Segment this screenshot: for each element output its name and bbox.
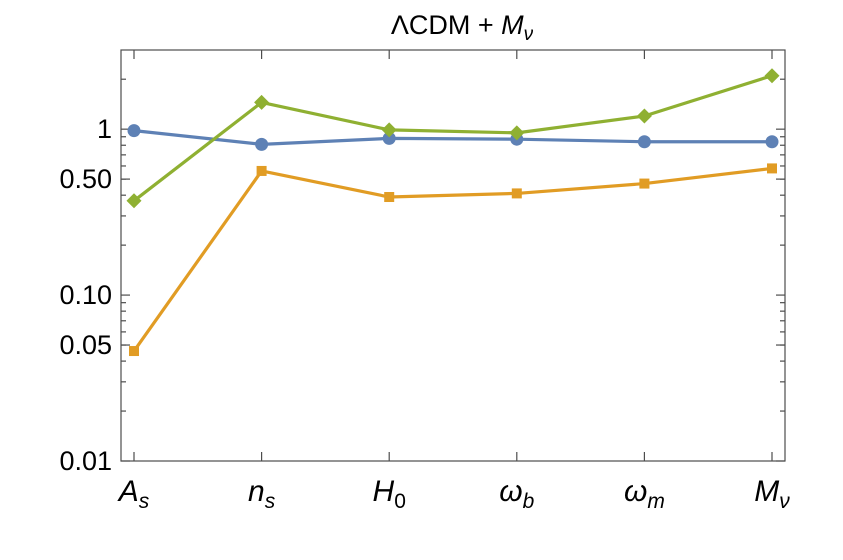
data-point: [126, 193, 142, 209]
x-tick-label-base: A: [117, 475, 139, 508]
data-point: [381, 122, 397, 138]
plot-frame: [120, 49, 786, 462]
data-point: [127, 124, 141, 138]
series-line: [132, 166, 773, 352]
data-point: [511, 188, 522, 199]
series-line: [133, 74, 773, 203]
x-tick-label-base: ω: [499, 475, 522, 508]
data-point: [767, 163, 777, 174]
y-tick-label: 0.10: [59, 280, 112, 310]
x-tick-label-sub: b: [523, 490, 535, 513]
data-point: [129, 346, 139, 357]
data-point: [765, 135, 779, 149]
x-tick-label: ns: [248, 475, 276, 513]
x-tick-label: H0: [373, 475, 406, 513]
y-tick-label: 0.01: [59, 446, 112, 476]
series-green-diamonds: [126, 68, 780, 209]
y-tick-label: 1: [97, 114, 112, 144]
x-tick-label: Mν: [754, 475, 790, 513]
chart-title-var: M: [501, 10, 524, 40]
x-tick-label-sub: m: [647, 490, 665, 513]
data-point: [254, 94, 270, 110]
series-orange-squares: [129, 163, 777, 357]
x-tick-label-base: H: [373, 475, 395, 508]
y-tick-label: 0.50: [59, 164, 112, 194]
data-point: [256, 165, 267, 176]
x-tick-label-sub: ν: [779, 490, 790, 513]
data-point: [764, 68, 780, 84]
data-point: [509, 125, 525, 141]
x-tick-label-base: ω: [624, 475, 647, 508]
x-tick-label-sub: s: [265, 490, 276, 513]
data-point: [255, 137, 269, 151]
x-tick-label-sub: 0: [394, 490, 406, 513]
chart-title: ΛCDM + Mν: [391, 10, 534, 45]
x-tick-label-base: n: [248, 475, 265, 508]
chart-title-sub: ν: [524, 24, 534, 45]
data-point: [637, 135, 651, 149]
x-tick-label-base: M: [754, 475, 779, 508]
y-axis: 0.01 0.05 0.10 0.50 1: [59, 78, 785, 476]
x-tick-label-sub: s: [139, 490, 150, 513]
data-point: [384, 192, 395, 203]
series-line: [133, 129, 772, 146]
chart-title-main: ΛCDM +: [391, 10, 501, 40]
x-tick-label: As: [117, 475, 150, 513]
data-point: [636, 108, 652, 124]
x-axis: As ns H0 ωb ωm Mν: [117, 50, 790, 513]
series-blue-circles: [127, 124, 779, 151]
series-layer: [126, 68, 780, 357]
data-point: [639, 178, 650, 189]
x-tick-label: ωb: [499, 475, 534, 513]
data-point: [382, 131, 396, 145]
x-tick-label: ωm: [624, 475, 665, 513]
y-tick-label: 0.05: [59, 330, 112, 360]
